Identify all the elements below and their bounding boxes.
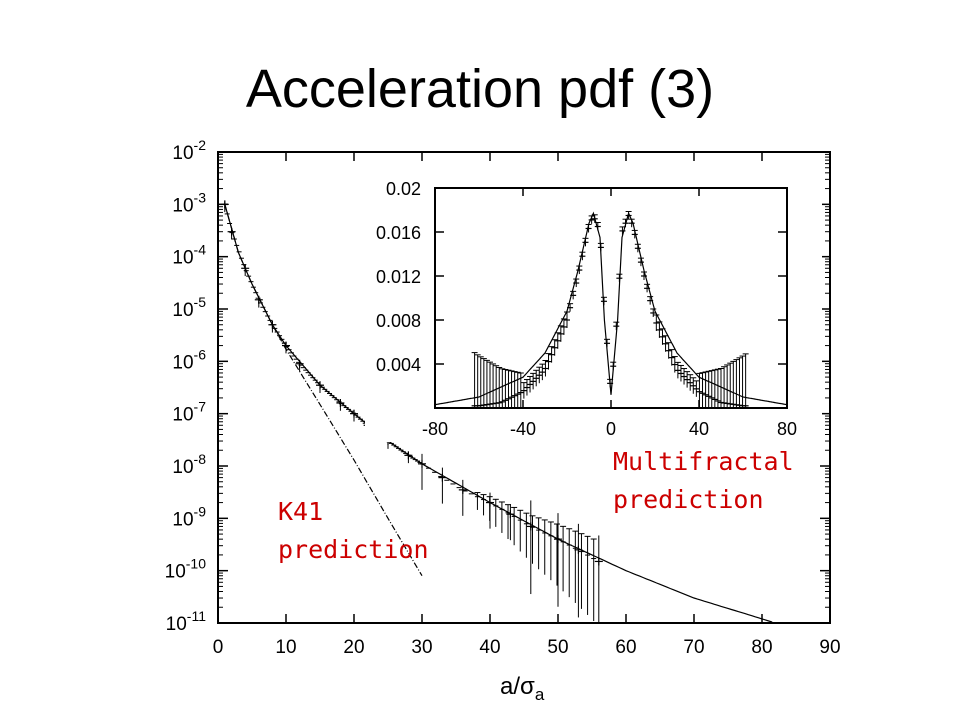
main-y-tick-exponent: -6 [194,346,207,362]
main-y-tick-base: 10 [172,405,193,426]
main-y-tick-label: 10-3 [172,189,206,216]
main-x-tick-label: 10 [275,637,296,658]
inset-y-tick-label: 0.004 [376,355,421,375]
k41-annotation-line-1: K41 [278,497,323,526]
main-y-tick-base: 10 [172,457,193,478]
main-y-tick-label: 10-8 [172,451,206,478]
inset-x-tick-label: 80 [777,419,797,439]
inset-y-tick-label: 0.02 [386,179,421,199]
main-y-tick-label: 10-2 [172,137,206,164]
inset-y-ticks: 0.02 0.016 0.012 0.008 0.004 [376,179,787,375]
main-y-ticks: 10-210-310-410-510-610-710-810-910-1010-… [165,137,830,635]
main-y-tick-base: 10 [172,248,193,269]
main-x-tick-label: 90 [819,637,840,658]
main-y-tick-base: 10 [166,614,187,635]
main-x-tick-label: 60 [615,637,636,658]
main-series [220,200,773,623]
main-x-tick-label: 70 [683,637,704,658]
inset-x-tick-label: 40 [689,419,709,439]
inset-y-tick-label: 0.016 [376,223,421,243]
multifractal-annotation-line-1: Multifractal [613,447,794,476]
main-y-tick-exponent: -7 [194,399,207,415]
main-y-tick-exponent: -3 [194,189,207,205]
inset-background [365,170,822,442]
inset-x-ticks: -80 -40 0 40 80 [422,188,797,439]
main-y-tick-base: 10 [165,562,186,583]
main-y-tick-exponent: -8 [194,451,207,467]
main-x-tick-label: 40 [479,637,500,658]
main-y-tick-label: 10-7 [172,399,206,426]
main-x-axis-label: a/σa [500,673,545,704]
main-y-tick-label: 10-5 [172,294,206,321]
slide-title: Acceleration pdf (3) [245,59,715,119]
main-y-tick-label: 10-6 [172,346,206,373]
k41-annotation-line-2: prediction [278,535,429,564]
main-plot-frame [217,151,831,624]
main-x-tick-label: 80 [751,637,772,658]
inset-series [434,211,788,408]
main-y-tick-exponent: -10 [186,556,206,572]
main-y-tick-exponent: -11 [187,608,206,624]
inset-x-tick-label: 0 [606,419,616,439]
main-y-tick-base: 10 [172,300,193,321]
main-y-tick-label: 10-4 [172,242,206,269]
main-x-tick-label: 50 [547,637,568,658]
main-y-tick-label: 10-11 [166,608,207,635]
main-y-tick-label: 10-9 [172,503,206,530]
main-plot-border [217,151,831,624]
main-y-tick-exponent: -5 [194,294,207,310]
main-y-tick-exponent: -4 [194,242,207,258]
k41-prediction-curve [224,204,423,577]
main-y-tick-exponent: -2 [194,137,207,153]
main-y-tick-base: 10 [172,143,193,164]
x-axis-label-main: a/σ [500,673,535,700]
main-x-ticks: 0 10 20 30 40 50 60 70 80 90 [213,152,841,658]
main-x-tick-label: 20 [343,637,364,658]
x-axis-label-subscript: a [535,685,545,704]
main-x-tick-label: 0 [213,637,224,658]
inset-x-tick-label: -80 [422,419,448,439]
inset-plot-frame [365,170,822,442]
multifractal-annotation-line-2: prediction [613,485,764,514]
inset-y-tick-label: 0.012 [376,267,421,287]
inset-x-tick-label: -40 [510,419,536,439]
inset-y-tick-label: 0.008 [376,311,421,331]
main-y-tick-exponent: -9 [194,503,207,519]
main-y-tick-label: 10-10 [165,556,207,583]
main-y-tick-base: 10 [172,509,193,530]
main-y-tick-base: 10 [172,195,193,216]
inset-fit-curve [434,211,788,406]
multifractal-prediction-curve [224,204,773,623]
main-x-tick-label: 30 [411,637,432,658]
main-y-tick-base: 10 [172,352,193,373]
